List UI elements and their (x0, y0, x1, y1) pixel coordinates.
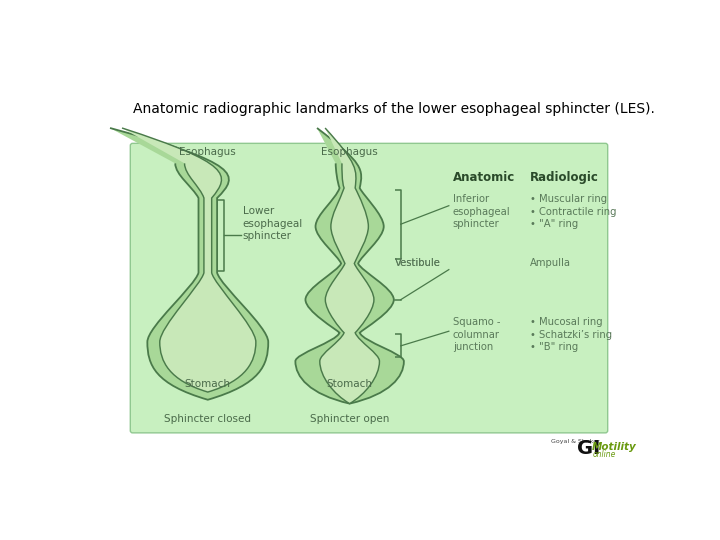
Text: Esophagus: Esophagus (179, 147, 236, 157)
Text: Ampulla: Ampulla (530, 259, 571, 268)
FancyBboxPatch shape (130, 143, 608, 433)
Text: Stomach: Stomach (327, 379, 373, 389)
PathPatch shape (295, 164, 404, 403)
PathPatch shape (148, 164, 269, 400)
Text: GI: GI (577, 438, 600, 457)
Text: Anatomic radiographic landmarks of the lower esophageal sphincter (LES).: Anatomic radiographic landmarks of the l… (132, 103, 654, 117)
Text: Sphincter open: Sphincter open (310, 414, 390, 424)
Text: Sphincter closed: Sphincter closed (164, 414, 251, 424)
Text: Inferior
esophageal
sphincter: Inferior esophageal sphincter (453, 194, 510, 229)
Text: Esophagus: Esophagus (321, 147, 378, 157)
Text: • Muscular ring
• Contractile ring
• "A" ring: • Muscular ring • Contractile ring • "A"… (530, 194, 617, 229)
Text: online: online (593, 450, 616, 459)
Text: Vestibule: Vestibule (395, 259, 441, 268)
Text: Squamo -
columnar
junction: Squamo - columnar junction (453, 318, 500, 352)
Text: Stomach: Stomach (185, 379, 231, 389)
Text: Radiologic: Radiologic (530, 171, 599, 184)
PathPatch shape (320, 164, 379, 403)
Text: Goyal & Shaker: Goyal & Shaker (552, 438, 600, 444)
Text: Anatomic: Anatomic (453, 171, 515, 184)
PathPatch shape (160, 164, 256, 392)
Text: • Mucosal ring
• Schatzki’s ring
• "B" ring: • Mucosal ring • Schatzki’s ring • "B" r… (530, 318, 612, 352)
Text: Motility: Motility (593, 442, 637, 452)
Text: Vestibule: Vestibule (395, 259, 441, 268)
Text: Lower
esophageal
sphincter: Lower esophageal sphincter (243, 206, 303, 241)
